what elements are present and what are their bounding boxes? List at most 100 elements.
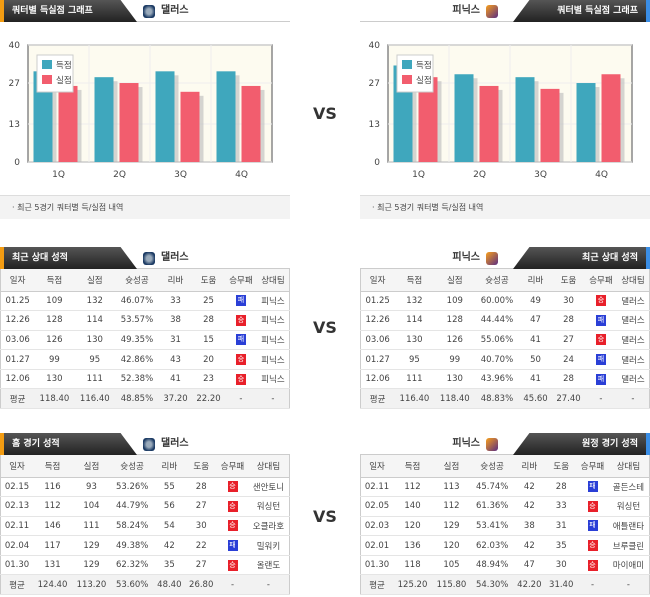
cell: 28 [185, 477, 218, 498]
result-badge: 승 [587, 500, 598, 512]
column-header: 상대팀 [607, 455, 650, 478]
column-header: 실점 [434, 269, 475, 292]
cell: 22.20 [192, 388, 226, 410]
cell: 120 [431, 535, 471, 556]
bar-conceded [479, 85, 499, 162]
cell: 48.94% [470, 555, 514, 576]
cell: 35 [545, 535, 578, 556]
column-header: 리바 [518, 269, 552, 292]
legend-label: 득점 [416, 60, 432, 71]
cell: 01.25 [360, 291, 395, 312]
bar-scored [515, 77, 535, 162]
cell: 평균 [0, 574, 34, 596]
cell: 01.27 [360, 349, 395, 370]
table-row: 12.06 130 111 52.38% 41 23 승 피닉스 [0, 369, 290, 390]
cell: 61.36% [470, 496, 514, 517]
legend-swatch [42, 75, 52, 84]
cell: 93 [71, 477, 111, 498]
table-row: 01.30 118 105 48.94% 47 30 승 마이애미 [360, 555, 650, 576]
stats-table: 일자 득점 실점 슛성공 리바 도움 승무패 상대팀 02.11 112 113 45.74% 42 28… [360, 455, 650, 596]
cell: 45.74% [470, 477, 514, 498]
section-title: 홈 경기 성적 [0, 433, 137, 455]
cell: - [577, 574, 608, 596]
header-row: 일자 득점 실점 슛성공 리바 도움 승무패 상대팀 [360, 269, 650, 292]
legend-label: 실점 [56, 75, 72, 86]
stats-table: 일자 득점 실점 슛성공 리바 도움 승무패 상대팀 01.25 132 109 60.00% 49 30… [360, 269, 650, 410]
column-header: 득점 [33, 455, 72, 478]
cell: 132 [74, 291, 115, 312]
column-header: 일자 [0, 269, 35, 292]
cell: 02.05 [360, 496, 394, 517]
cell: 44.79% [110, 496, 154, 517]
cell: 99 [434, 349, 475, 370]
cell: 피닉스 [256, 310, 290, 331]
column-header: 실점 [431, 455, 471, 478]
team-label: 댈러스 [143, 247, 189, 269]
vs-label: VS [313, 318, 337, 337]
x-tick-label: 2Q [473, 170, 486, 180]
section-title: 원정 경기 성적 [513, 433, 650, 455]
table-row: 02.13 112 104 44.79% 56 27 승 워싱턴 [0, 496, 290, 517]
cell: 올랜도 [247, 555, 290, 576]
column-header: 슛성공 [110, 455, 154, 478]
cell: 124.40 [33, 574, 72, 596]
cell: 53.57% [114, 310, 159, 331]
table-row: 03.06 130 126 55.06% 41 27 승 댈러스 [360, 330, 650, 351]
cell: 24 [552, 349, 586, 370]
cell: 28 [545, 477, 578, 498]
cell: 02.15 [0, 477, 34, 498]
cell: 99 [34, 349, 75, 370]
cell: 22 [185, 535, 218, 556]
column-header: 도움 [192, 269, 226, 292]
legend-label: 득점 [56, 60, 72, 71]
result-badge: 승 [227, 500, 238, 512]
cell: 31 [545, 516, 578, 537]
y-tick-label: 40 [369, 41, 381, 51]
cell: - [256, 388, 290, 410]
table-row: 02.15 116 93 53.26% 55 28 승 샌안토니 [0, 477, 290, 498]
result-badge: 패 [595, 373, 606, 385]
bar-conceded [540, 88, 560, 162]
cell: 56 [153, 496, 186, 517]
cell: 129 [71, 555, 111, 576]
cell: 01.27 [0, 349, 35, 370]
stats-table: 일자 득점 실점 슛성공 리바 도움 승무패 상대팀 02.15 116 93 53.26% 55 28 승… [0, 455, 290, 596]
bar-conceded [58, 85, 78, 162]
cell: 55.06% [474, 330, 519, 351]
average-row: 평균 124.40 113.20 53.60% 48.40 26.80- - [0, 574, 290, 596]
cell: 01.25 [0, 291, 35, 312]
cell: 오클라호 [247, 516, 290, 537]
bar-conceded [418, 77, 438, 162]
result-badge: 승 [227, 481, 238, 493]
cell: 49 [518, 291, 552, 312]
cell: 03.06 [0, 330, 35, 351]
header-row: 일자 득점 실점 슛성공 리바 도움 승무패 상대팀 [0, 269, 290, 292]
x-tick-label: 4Q [595, 170, 608, 180]
result-badge: 승 [587, 559, 598, 571]
table-row: 02.11 146 111 58.24% 54 30 승 오클라호 [0, 516, 290, 537]
section-title: 최근 상대 성적 [513, 247, 650, 269]
cell: 02.01 [360, 535, 394, 556]
result-badge: 패 [595, 354, 606, 366]
cell: 피닉스 [256, 349, 290, 370]
table-row: 02.05 140 112 61.36% 42 33 승 워싱턴 [360, 496, 650, 517]
result-badge: 패 [587, 520, 598, 532]
x-tick-label: 2Q [113, 170, 126, 180]
x-tick-label: 3Q [534, 170, 547, 180]
column-header: 도움 [552, 269, 586, 292]
cell: 47 [513, 555, 546, 576]
average-row: 평균 118.40 116.40 48.85% 37.20 22.20- - [0, 388, 290, 410]
y-tick-label: 0 [14, 158, 20, 168]
cell: 111 [71, 516, 111, 537]
cell: 118.40 [434, 388, 475, 410]
cell: - [225, 388, 257, 410]
cell: 12.26 [0, 310, 35, 331]
cell: 129 [431, 516, 471, 537]
cell: 115.80 [431, 574, 471, 596]
column-header: 도움 [545, 455, 578, 478]
column-header: 득점 [34, 269, 75, 292]
column-header: 승무패 [225, 269, 257, 292]
cell: 131 [33, 555, 72, 576]
cell: 12.06 [360, 369, 395, 390]
